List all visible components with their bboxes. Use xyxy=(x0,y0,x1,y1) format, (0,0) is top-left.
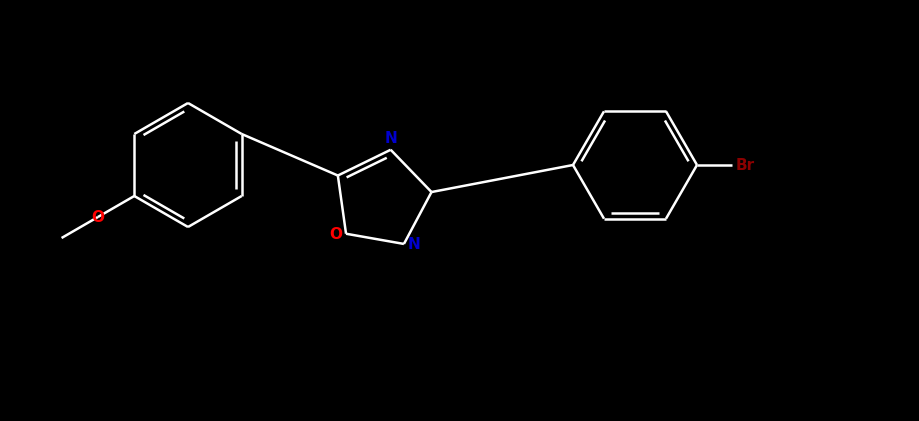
Text: N: N xyxy=(384,131,397,146)
Text: N: N xyxy=(408,237,421,253)
Text: O: O xyxy=(329,227,342,242)
Text: Br: Br xyxy=(736,157,755,173)
Text: O: O xyxy=(91,210,105,224)
